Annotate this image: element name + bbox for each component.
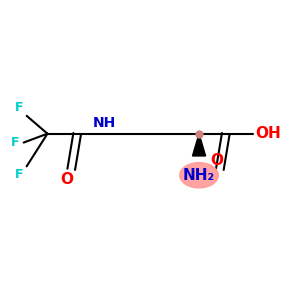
Text: NH₂: NH₂ — [183, 168, 215, 183]
Text: OH: OH — [255, 126, 281, 141]
Text: F: F — [11, 136, 19, 149]
Text: F: F — [15, 168, 24, 181]
Text: O: O — [60, 172, 73, 187]
Text: F: F — [15, 101, 24, 114]
Polygon shape — [193, 134, 206, 156]
Text: O: O — [210, 153, 224, 168]
Text: NH: NH — [92, 116, 116, 130]
Ellipse shape — [180, 163, 218, 188]
